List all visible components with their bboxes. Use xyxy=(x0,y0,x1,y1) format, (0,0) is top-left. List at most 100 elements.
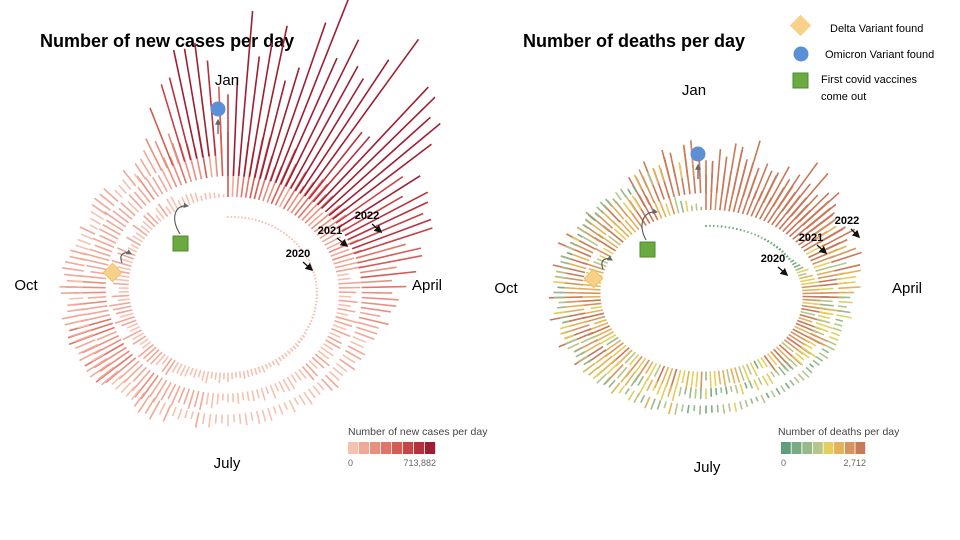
deaths-day-bar xyxy=(786,183,811,215)
deaths-day-bar xyxy=(582,223,589,230)
deaths-day-bar xyxy=(663,401,667,409)
deaths-day-bar xyxy=(769,241,773,245)
cases-day-bar xyxy=(344,191,429,237)
deaths-day-bar xyxy=(726,143,737,195)
cases-day-bar xyxy=(105,219,124,232)
cases-omicron-marker xyxy=(210,101,226,117)
deaths-day-bar xyxy=(637,375,645,387)
cases-day-bar xyxy=(89,224,99,230)
deaths-delta-marker xyxy=(583,268,604,289)
deaths-day-bar xyxy=(613,228,627,241)
deaths-day-bar xyxy=(584,315,606,323)
cases-day-bar xyxy=(284,39,360,187)
cases-day-bar xyxy=(293,240,296,243)
deaths-legend-title: Number of deaths per day xyxy=(778,426,900,438)
deaths-day-bar xyxy=(838,300,853,304)
deaths-day-bar xyxy=(828,335,839,342)
deaths-day-bar xyxy=(694,388,697,399)
deaths-day-bar xyxy=(815,322,833,330)
cases-day-bar xyxy=(105,357,137,384)
deaths-omicron-marker xyxy=(690,146,706,162)
cases-day-bar xyxy=(254,25,288,178)
deaths-day-bar xyxy=(797,272,807,277)
deaths-day-bar xyxy=(645,361,654,375)
cases-day-bar xyxy=(319,223,343,240)
cases-day-bar xyxy=(90,210,105,221)
deaths-day-bar xyxy=(658,200,667,218)
cases-day-bar xyxy=(89,248,111,257)
cases-day-bar xyxy=(312,385,321,396)
cases-day-bar xyxy=(181,196,187,207)
deaths-day-bar xyxy=(761,375,769,387)
cases-day-bar xyxy=(354,331,375,341)
deaths-day-bar xyxy=(627,176,646,208)
cases-day-bar xyxy=(335,315,359,324)
cases-day-bar xyxy=(183,48,204,158)
cases-day-bar xyxy=(121,179,132,191)
deaths-day-bar xyxy=(665,203,671,216)
cases-2021-arrow xyxy=(336,237,349,247)
cases-day-bar xyxy=(120,382,132,394)
deaths-day-bar xyxy=(818,352,829,360)
key-omicron-label: Omicron Variant found xyxy=(825,49,934,61)
cases-day-bar xyxy=(347,201,429,241)
deaths-day-bar xyxy=(781,363,790,372)
cases-day-bar xyxy=(80,233,94,240)
deaths-day-bar xyxy=(799,274,814,280)
deaths-day-bar xyxy=(553,280,566,284)
cases-day-bar xyxy=(171,361,180,373)
deaths-day-bar xyxy=(685,200,689,212)
deaths-day-bar xyxy=(608,379,616,388)
cases-day-bar xyxy=(204,192,208,200)
deaths-day-bar xyxy=(785,255,789,258)
cases-day-bar xyxy=(99,193,115,207)
deaths-day-bar xyxy=(800,281,820,286)
deaths-day-bar xyxy=(614,200,629,217)
cases-day-bar xyxy=(325,339,341,350)
deaths-day-bar xyxy=(752,163,769,200)
cases-day-bar xyxy=(61,267,84,272)
deaths-day-bar xyxy=(798,192,830,223)
deaths-day-bar xyxy=(567,342,580,350)
cases-day-bar xyxy=(67,302,84,307)
deaths-day-bar xyxy=(818,311,834,316)
deaths-day-bar xyxy=(762,172,780,203)
deaths-day-bar xyxy=(610,382,621,394)
deaths-day-bar xyxy=(832,262,847,268)
cases-day-bar xyxy=(308,262,312,265)
deaths-day-bar xyxy=(669,152,677,180)
cases-day-bar xyxy=(145,138,163,171)
cases-day-bar xyxy=(274,382,280,392)
cases-day-bar xyxy=(77,238,91,246)
deaths-day-bar xyxy=(563,333,575,340)
deaths-day-bar xyxy=(584,309,604,315)
deaths-day-bar xyxy=(557,242,592,258)
cases-day-bar xyxy=(303,331,307,335)
cases-day-bar xyxy=(303,38,420,197)
cases-day-bar xyxy=(166,198,176,213)
deaths-day-bar xyxy=(612,198,618,204)
deaths-day-bar xyxy=(775,245,779,249)
deaths-day-bar xyxy=(571,236,580,242)
cases-day-bar xyxy=(98,228,119,240)
deaths-day-bar xyxy=(580,302,602,307)
cases-day-bar xyxy=(132,335,147,345)
cases-day-bar xyxy=(189,367,194,376)
deaths-day-bar xyxy=(739,401,743,410)
cases-day-bar xyxy=(320,96,436,209)
cases-day-bar xyxy=(109,301,131,307)
cases-day-bar xyxy=(272,406,277,415)
cases-day-bar xyxy=(317,350,330,360)
deaths-day-bar xyxy=(726,369,731,383)
cases-month-oct: Oct xyxy=(14,277,38,294)
deaths-day-bar xyxy=(785,361,794,371)
cases-day-bar xyxy=(261,365,266,373)
cases-legend-max: 713,882 xyxy=(403,458,436,468)
cases-day-bar xyxy=(256,410,261,424)
cases-day-bar xyxy=(170,196,180,211)
deaths-day-bar xyxy=(580,335,596,344)
cases-day-bar xyxy=(358,316,389,326)
cases-day-bar xyxy=(329,331,341,339)
deaths-day-bar xyxy=(644,396,651,409)
cases-day-bar xyxy=(210,371,214,379)
